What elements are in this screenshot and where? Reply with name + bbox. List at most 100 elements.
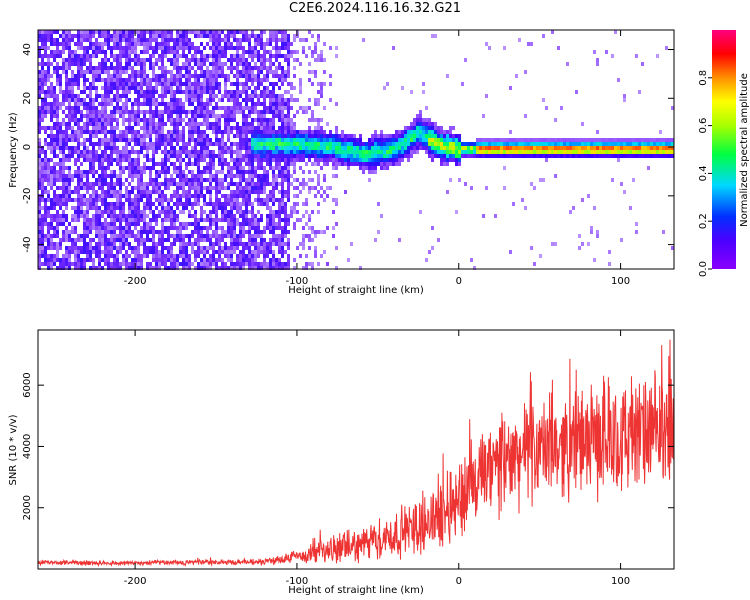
spectrogram-cell xyxy=(53,258,56,262)
spectrogram-cell xyxy=(101,166,104,170)
spectrogram-cell xyxy=(143,182,146,186)
spectrogram-cell xyxy=(281,194,284,198)
spectrogram-cell xyxy=(437,126,440,130)
spectrogram-cell xyxy=(56,30,59,34)
spectrogram-cell xyxy=(248,42,251,46)
spectrogram-cell xyxy=(146,58,149,62)
spectrogram-cell xyxy=(197,166,200,170)
spectrogram-cell xyxy=(128,206,131,210)
spectrogram-cell xyxy=(245,74,248,78)
spectrogram-cell xyxy=(62,158,65,162)
spectrogram-cell xyxy=(257,142,260,146)
spectrogram-cell xyxy=(128,86,131,90)
spectrogram-cell xyxy=(461,142,464,146)
spectrogram-cell xyxy=(320,230,323,234)
spectrogram-cell xyxy=(140,66,143,70)
spectrogram-cell xyxy=(221,210,224,214)
spectrogram-cell xyxy=(176,50,179,54)
spectrogram-cell xyxy=(239,54,242,58)
spectrogram-cell xyxy=(122,258,125,262)
spectrogram-cell xyxy=(215,238,218,242)
spectrogram-cell xyxy=(236,122,239,126)
spectrogram-cell xyxy=(593,50,596,54)
spectrogram-cell xyxy=(209,30,212,34)
spectrogram-cell xyxy=(110,214,113,218)
spectrogram-cell xyxy=(53,122,56,126)
spectrogram-cell xyxy=(305,154,308,158)
spectrogram-cell xyxy=(254,134,257,138)
spectrogram-cell xyxy=(203,118,206,122)
spectrogram-cell xyxy=(236,102,239,106)
spectrogram-cell xyxy=(593,142,596,146)
spectrogram-cell xyxy=(107,226,110,230)
spectrogram-cell xyxy=(68,262,71,266)
spectrogram-cell xyxy=(380,130,383,134)
spectrogram-cell xyxy=(80,214,83,218)
spectrogram-cell xyxy=(110,262,113,266)
spectrogram-cell xyxy=(542,178,545,182)
spectrogram-cell xyxy=(215,138,218,142)
spectrogram-cell xyxy=(134,206,137,210)
spectrogram-cell xyxy=(299,218,302,222)
spectrogram-cell xyxy=(68,178,71,182)
spectrogram-cell xyxy=(212,46,215,50)
spectrogram-cell xyxy=(44,114,47,118)
spectrogram-cell xyxy=(251,54,254,58)
spectrogram-cell xyxy=(200,98,203,102)
spectrogram-cell xyxy=(233,226,236,230)
spectrogram-cell xyxy=(140,194,143,198)
spectrogram-cell xyxy=(158,162,161,166)
spectrogram-cell xyxy=(62,70,65,74)
spectrogram-cell xyxy=(197,46,200,50)
spectrogram-cell xyxy=(251,190,254,194)
spectrogram-cell xyxy=(452,138,455,142)
spectrogram-cell xyxy=(206,106,209,110)
spectrogram-cell xyxy=(170,262,173,266)
spectrogram-cell xyxy=(275,182,278,186)
spectrogram-cell xyxy=(533,138,536,142)
spectrogram-cell xyxy=(368,138,371,142)
spectrogram-cell xyxy=(254,170,257,174)
spectrogram-cell xyxy=(275,58,278,62)
spectrogram-cell xyxy=(443,150,446,154)
spectrogram-cell xyxy=(242,38,245,42)
spectrogram-cell xyxy=(95,210,98,214)
spectrogram-cell xyxy=(83,138,86,142)
spectrogram-cell xyxy=(146,38,149,42)
spectrogram-cell xyxy=(221,114,224,118)
spectrogram-cell xyxy=(503,154,506,158)
spectrogram-cell xyxy=(302,154,305,158)
spectrogram-cell xyxy=(140,266,143,270)
spectrogram-cell xyxy=(431,226,434,230)
spectrogram-cell xyxy=(233,58,236,62)
spectrogram-cell xyxy=(335,46,338,50)
spectrogram-cell xyxy=(65,58,68,62)
spectrogram-cell xyxy=(491,150,494,154)
spectrogram-cell xyxy=(308,146,311,150)
spectrogram-cell xyxy=(419,118,422,122)
spectrogram-cell xyxy=(71,190,74,194)
spectrogram-cell xyxy=(191,146,194,150)
spectrogram-cell xyxy=(107,186,110,190)
spectrogram-cell xyxy=(362,38,365,42)
spectrogram-cell xyxy=(281,98,284,102)
spectrogram-cell xyxy=(248,114,251,118)
spectrogram-cell xyxy=(224,246,227,250)
spectrogram-cell xyxy=(173,214,176,218)
spectrogram-cell xyxy=(335,202,338,206)
spectrogram-cell xyxy=(500,150,503,154)
spectrogram-cell xyxy=(149,166,152,170)
spectrogram-cell xyxy=(140,174,143,178)
spectrogram-cell xyxy=(485,42,488,46)
spectrogram-cell xyxy=(179,262,182,266)
spectrogram-cell xyxy=(38,86,41,90)
spectrogram-cell xyxy=(104,130,107,134)
spectrogram-cell xyxy=(227,166,230,170)
spectrogram-cell xyxy=(149,238,152,242)
spectrogram-cell xyxy=(263,110,266,114)
spectrogram-cell xyxy=(221,142,224,146)
spectrogram-cell xyxy=(149,102,152,106)
spectrogram-cell xyxy=(131,250,134,254)
spectrogram-cell xyxy=(143,230,146,234)
spectrogram-cell xyxy=(410,138,413,142)
